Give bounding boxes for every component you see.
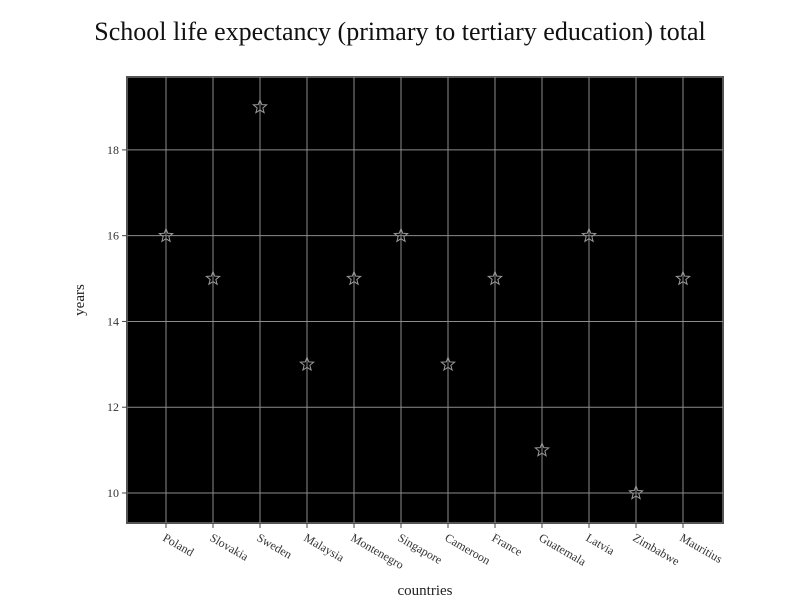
x-tick-label: Guatemala xyxy=(537,530,590,568)
x-axis-ticks: Poland Slovakia Sweden Malaysia MontenegroSi… xyxy=(161,523,726,572)
y-axis-label: years xyxy=(72,284,88,316)
x-tick-label: France xyxy=(490,530,525,558)
data-point-mauritius xyxy=(675,270,691,286)
data-point-zimbabwe xyxy=(628,484,644,500)
x-axis-label: countries xyxy=(398,583,453,599)
grid-lines xyxy=(127,77,723,523)
x-tick-label: Latvia xyxy=(584,530,618,558)
x-tick-label: Poland xyxy=(161,530,197,559)
data-point-montenegro xyxy=(346,270,362,286)
y-tick-label: 10 xyxy=(107,486,119,500)
x-tick-label: Malaysia xyxy=(302,530,348,564)
data-point-slovakia xyxy=(205,270,221,286)
data-points xyxy=(158,98,691,500)
x-tick-label: Mauritius xyxy=(678,530,726,566)
data-point-cameroon xyxy=(440,355,456,372)
data-point-poland xyxy=(158,227,174,243)
y-tick-label: 18 xyxy=(107,143,119,157)
x-tick-label: Montenegro xyxy=(349,530,407,571)
chart-title: School life expectancy (primary to terti… xyxy=(94,17,705,46)
data-point-malaysia xyxy=(299,355,315,372)
x-tick-label: Cameroon xyxy=(443,530,493,567)
data-point-sweden xyxy=(252,98,268,114)
data-point-latvia xyxy=(581,227,597,243)
data-point-france xyxy=(487,270,503,286)
x-tick-label: Zimbabwe xyxy=(631,530,682,568)
x-tick-label: Sweden xyxy=(255,530,295,561)
plot-area xyxy=(126,76,724,524)
y-tick-label: 12 xyxy=(107,400,119,414)
y-axis-ticks: 10 12 14 16 18 xyxy=(107,143,127,500)
y-tick-label: 14 xyxy=(107,314,119,328)
x-tick-label: Slovakia xyxy=(208,530,252,563)
data-point-singapore xyxy=(393,227,409,243)
y-tick-label: 16 xyxy=(107,229,119,243)
data-point-guatemala xyxy=(534,441,550,457)
